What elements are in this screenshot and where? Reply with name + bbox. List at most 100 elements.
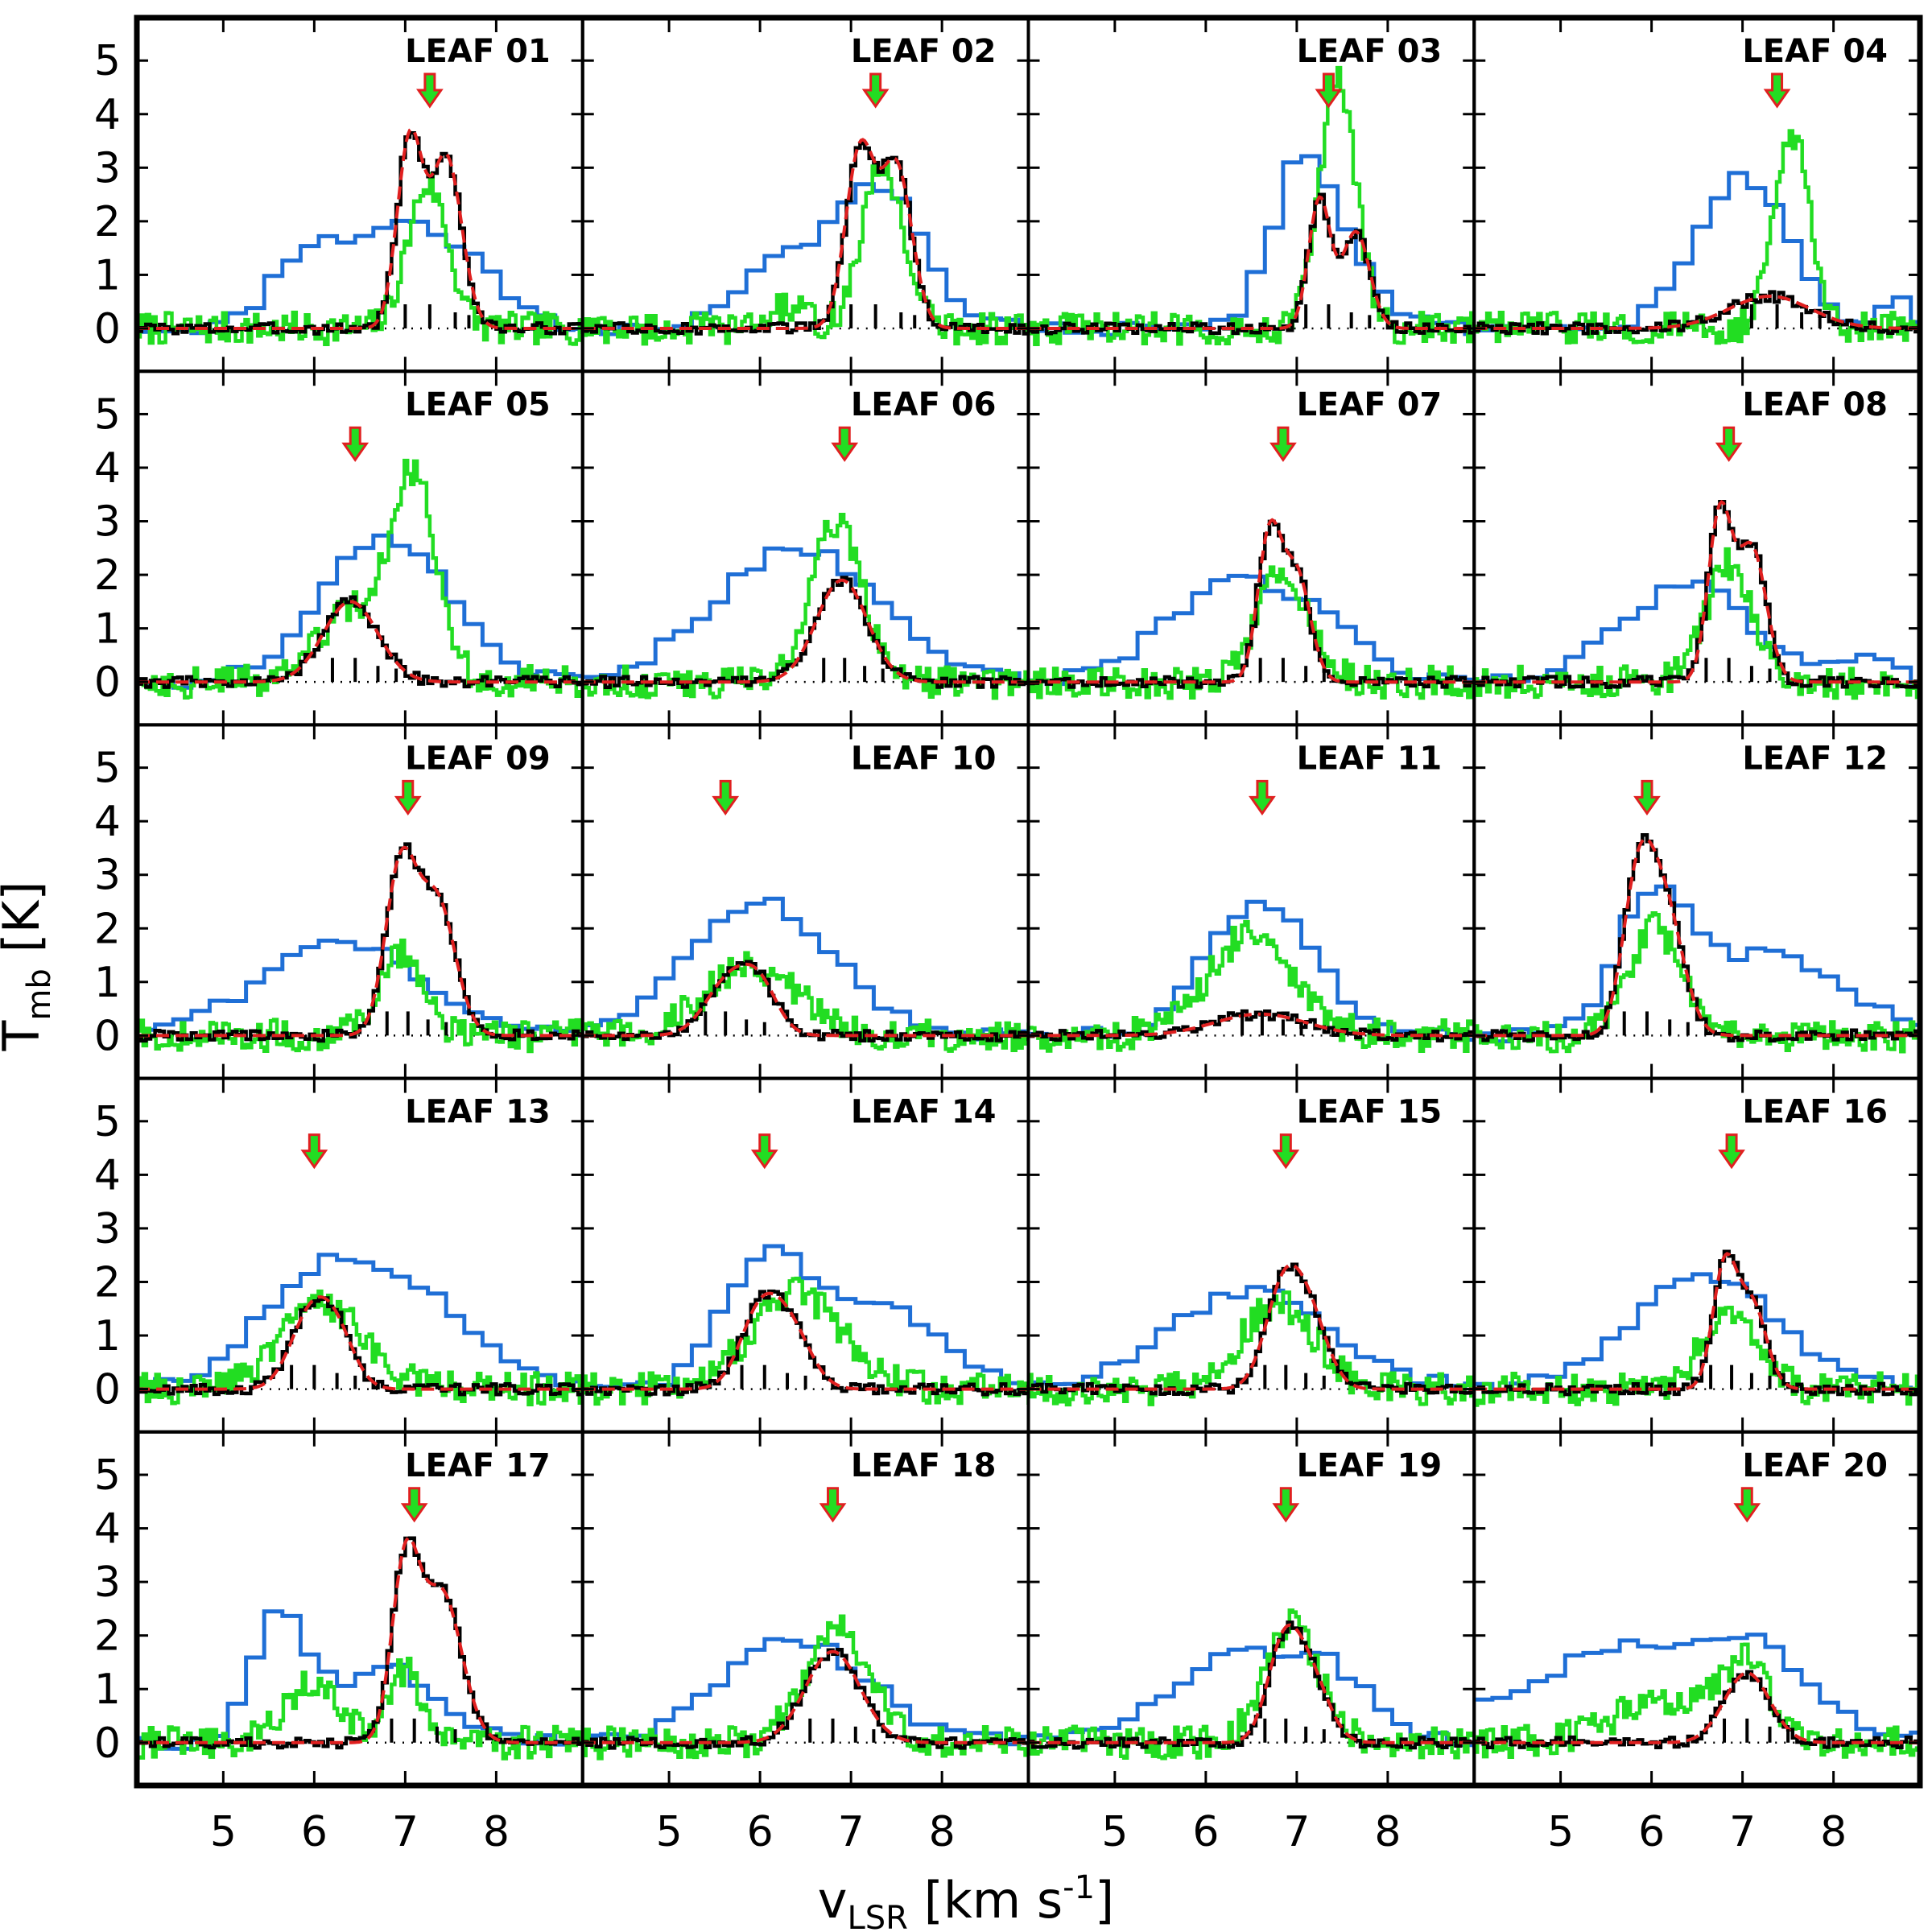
y-tick-label: 2	[94, 551, 121, 600]
series-fit	[582, 962, 1029, 1038]
y-tick-label: 1	[94, 1666, 121, 1714]
panel-plot-area	[137, 1253, 583, 1406]
x-tick-label: 6	[1192, 1808, 1219, 1856]
y-tick-label: 3	[94, 498, 121, 547]
velocity-arrow	[861, 72, 890, 109]
series-green	[1028, 565, 1475, 700]
panel-label: LEAF 20	[1742, 1447, 1888, 1484]
panel-plot-area	[1474, 1249, 1920, 1407]
y-tick-label: 5	[94, 1451, 121, 1500]
x-tick-label: 6	[1638, 1808, 1665, 1856]
x-tick-label: 8	[1820, 1808, 1847, 1856]
x-tick-label: 6	[747, 1808, 774, 1856]
series-fit	[1028, 518, 1475, 684]
panel-label: LEAF 12	[1742, 740, 1888, 777]
y-tick-label: 5	[94, 390, 121, 439]
panel-plot-area	[1474, 832, 1920, 1054]
series-green	[137, 938, 583, 1054]
panel-11: LEAF 11	[1026, 723, 1476, 1080]
series-blue	[137, 533, 583, 690]
panel-20: LEAF 20	[1472, 1430, 1922, 1788]
y-tick-label: 0	[94, 305, 121, 353]
x-axis-label: vLSR [km s-1]	[818, 1869, 1114, 1932]
y-tick-label: 1	[94, 605, 121, 654]
series-blue	[137, 218, 583, 336]
panel-frame	[1472, 1430, 1922, 1788]
y-tick-label: 2	[94, 198, 121, 246]
y-tick-label: 1	[94, 251, 121, 299]
y-tick-label: 4	[94, 91, 121, 139]
x-tick-label: 8	[929, 1808, 956, 1856]
y-tick-label: 3	[94, 144, 121, 192]
x-tick-label: 5	[210, 1808, 237, 1856]
series-blue	[137, 1253, 583, 1388]
series-green	[1474, 129, 1920, 346]
velocity-arrow	[1272, 1487, 1300, 1523]
series-fit	[582, 1291, 1029, 1391]
velocity-arrow	[1715, 426, 1743, 462]
panel-plot-area	[582, 1244, 1029, 1406]
series-green	[1028, 65, 1475, 346]
y-tick-label: 1	[94, 1312, 121, 1360]
series-green	[1028, 1290, 1475, 1407]
y-tick-label: 5	[94, 1098, 121, 1146]
panel-08: LEAF 08	[1472, 369, 1922, 727]
x-tick-label: 5	[1101, 1808, 1128, 1856]
panel-07: LEAF 07	[1026, 369, 1476, 727]
series-fit	[1474, 1671, 1920, 1744]
y-axis-label: Tmb [K]	[0, 881, 58, 1052]
panel-02: LEAF 02	[580, 16, 1030, 374]
velocity-arrow	[394, 779, 422, 816]
panel-03: LEAF 03	[1026, 16, 1476, 374]
series-blue	[1028, 1285, 1475, 1389]
panel-plot-area	[1474, 1633, 1920, 1760]
velocity-arrow	[750, 1133, 778, 1170]
panel-label: LEAF 08	[1742, 386, 1888, 423]
panel-label: LEAF 06	[851, 386, 997, 423]
series-blue	[1028, 899, 1475, 1042]
velocity-arrow	[1249, 779, 1276, 816]
x-tick-label: 8	[483, 1808, 510, 1856]
series-green	[137, 1656, 583, 1761]
series-fit	[1474, 295, 1920, 330]
series-fit	[137, 600, 583, 684]
x-tick-label: 7	[1729, 1808, 1756, 1856]
panel-label: LEAF 10	[851, 740, 997, 777]
panels-group: LEAF 01 LEAF 02 LEAF 03 LEAF 04 LEAF 05 LEAF …	[134, 14, 1923, 1789]
x-axis-label-main: v	[818, 1871, 848, 1930]
series-blue	[1028, 154, 1475, 337]
y-axis-label-main: T	[0, 1019, 51, 1051]
y-tick-label: 0	[94, 658, 121, 707]
series-green	[1028, 1608, 1475, 1761]
velocity-arrow	[819, 1487, 847, 1523]
panel-plot-area	[1028, 518, 1475, 700]
series-fit	[1028, 1263, 1475, 1391]
x-axis-label-sub: LSR	[847, 1900, 907, 1932]
panel-plot-area	[1028, 1608, 1475, 1761]
x-tick-label: 7	[392, 1808, 419, 1856]
series-fit	[137, 1295, 583, 1391]
series-fit	[1474, 836, 1920, 1038]
panel-plot-area	[582, 1614, 1029, 1761]
y-tick-label: 0	[94, 1366, 121, 1414]
y-tick-label: 5	[94, 37, 121, 85]
velocity-arrow	[1269, 426, 1297, 462]
panel-label: LEAF 16	[1742, 1094, 1888, 1131]
series-fit	[1474, 1252, 1920, 1391]
panel-plot-area	[1028, 1262, 1475, 1407]
y-tick-label: 4	[94, 1151, 121, 1199]
series-black	[582, 1648, 1029, 1750]
series-black	[1028, 192, 1475, 336]
panel-label: LEAF 18	[851, 1447, 997, 1484]
series-blue	[137, 939, 583, 1038]
y-tick-label: 4	[94, 798, 121, 846]
panel-10: LEAF 10	[580, 723, 1030, 1080]
velocity-arrow	[712, 779, 740, 816]
series-fit	[137, 1536, 583, 1744]
panel-label: LEAF 04	[1742, 33, 1888, 70]
velocity-arrow	[1763, 72, 1791, 109]
velocity-arrow	[1272, 1133, 1300, 1170]
panel-label: LEAF 03	[1297, 33, 1443, 70]
